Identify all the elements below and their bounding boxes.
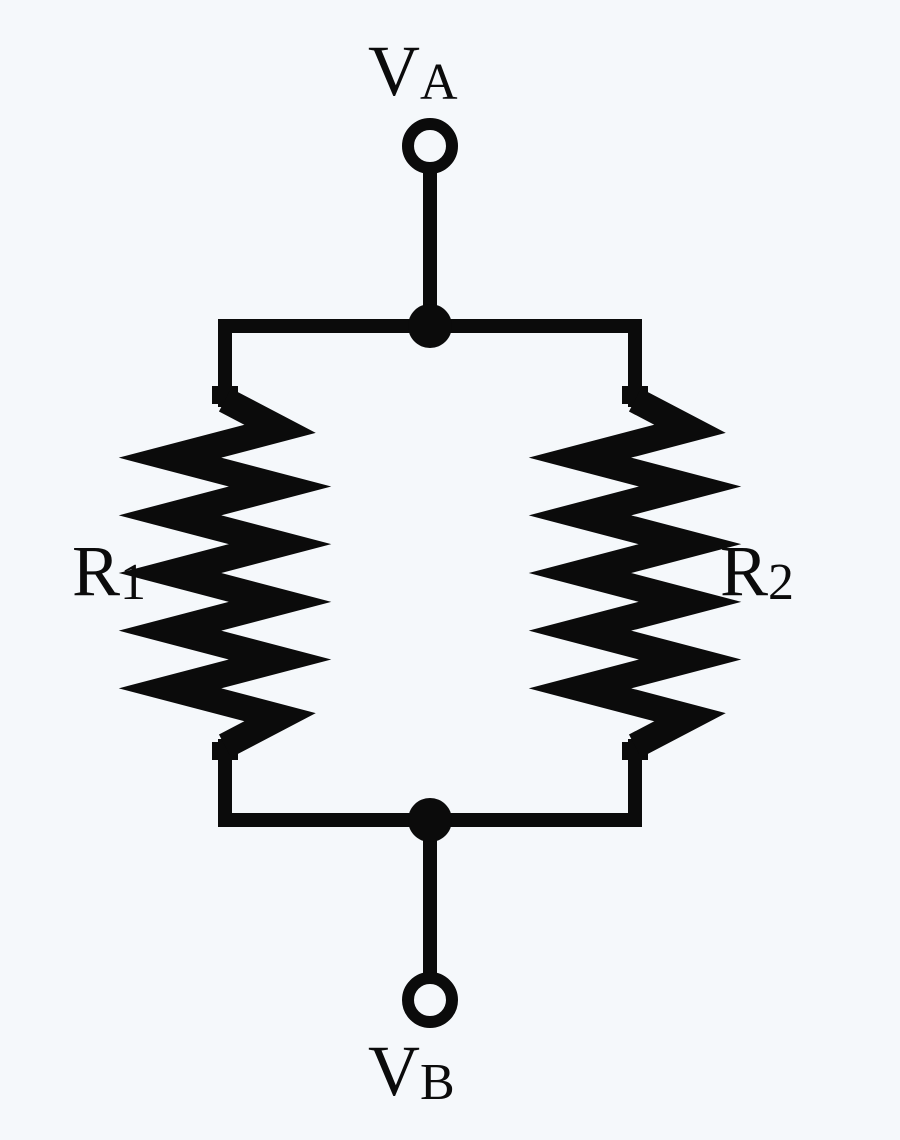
label-sub: 2 (768, 554, 794, 611)
terminal-label-vb: VB (368, 1030, 455, 1113)
label-sub: 1 (120, 554, 146, 611)
circuit-diagram: VA VB R1 R2 (0, 0, 900, 1140)
resistor-r1 (170, 400, 280, 746)
terminal-va (408, 124, 452, 168)
label-sub: B (420, 1054, 455, 1111)
label-main: V (368, 1031, 420, 1111)
terminal-vb (408, 978, 452, 1022)
junction-top (408, 304, 452, 348)
label-sub: A (420, 54, 458, 111)
resistor-r2 (580, 400, 690, 746)
resistor-label-r2: R2 (720, 530, 794, 613)
label-main: R (720, 531, 768, 611)
junction-bottom (408, 798, 452, 842)
label-main: V (368, 31, 420, 111)
terminal-label-va: VA (368, 30, 458, 113)
resistor-label-r1: R1 (72, 530, 146, 613)
label-main: R (72, 531, 120, 611)
